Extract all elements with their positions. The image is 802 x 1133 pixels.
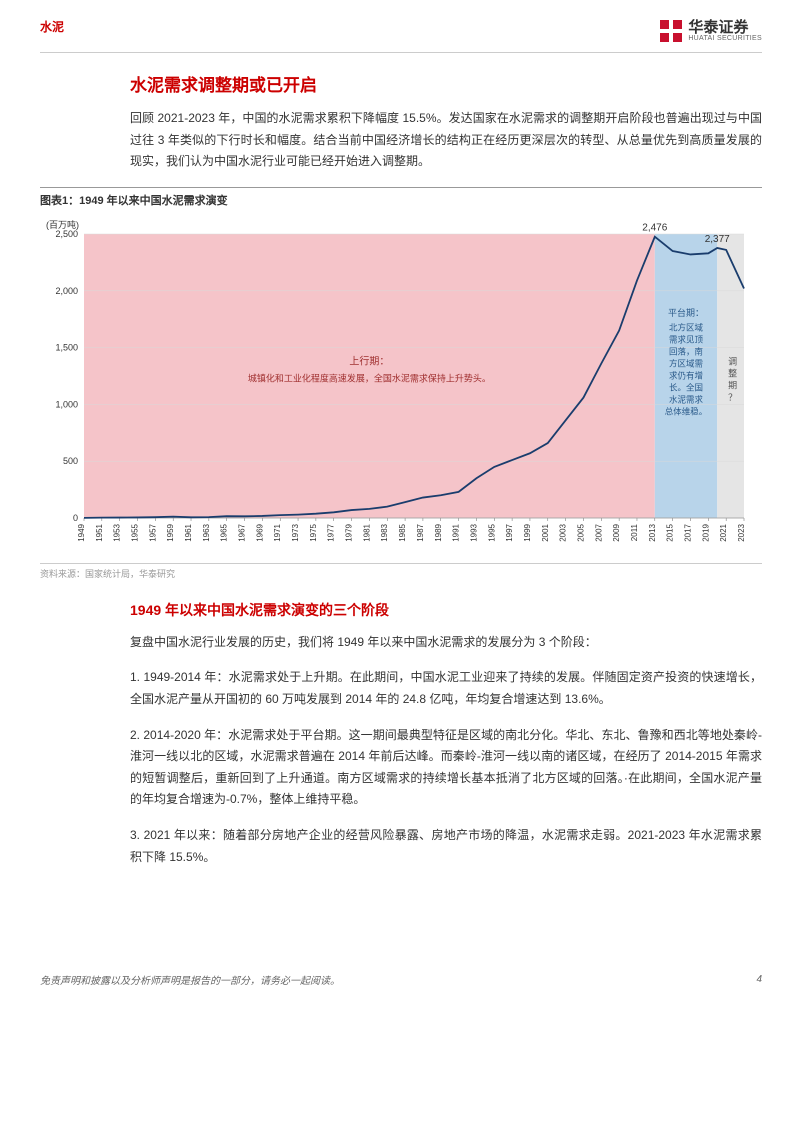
svg-text:求仍有增: 求仍有增 bbox=[669, 370, 703, 380]
svg-text:2,476: 2,476 bbox=[642, 223, 667, 234]
svg-text:2015: 2015 bbox=[666, 523, 675, 541]
svg-text:1997: 1997 bbox=[505, 523, 514, 541]
svg-text:2001: 2001 bbox=[541, 523, 550, 541]
svg-text:1955: 1955 bbox=[131, 523, 140, 541]
svg-text:总体维稳。: 总体维稳。 bbox=[665, 406, 708, 416]
svg-text:期: 期 bbox=[728, 380, 737, 390]
svg-text:1,000: 1,000 bbox=[55, 399, 78, 409]
svg-text:1987: 1987 bbox=[416, 523, 425, 541]
svg-text:1953: 1953 bbox=[113, 523, 122, 541]
svg-text:2,500: 2,500 bbox=[55, 229, 78, 239]
svg-text:1957: 1957 bbox=[148, 523, 157, 541]
svg-text:2019: 2019 bbox=[701, 523, 710, 541]
page-number: 4 bbox=[756, 974, 762, 985]
logo-text-cn: 华泰证券 bbox=[688, 20, 762, 35]
svg-text:1995: 1995 bbox=[487, 523, 496, 541]
svg-text:1967: 1967 bbox=[238, 523, 247, 541]
svg-text:1985: 1985 bbox=[398, 523, 407, 541]
section1-para: 回顾 2021-2023 年，中国的水泥需求累积下降幅度 15.5%。发达国家在… bbox=[130, 108, 762, 173]
figure-source: 资料来源：国家统计局，华泰研究 bbox=[40, 563, 762, 580]
svg-text:北方区域: 北方区域 bbox=[669, 322, 704, 332]
section1-title: 水泥需求调整期或已开启 bbox=[130, 71, 762, 96]
svg-text:2017: 2017 bbox=[683, 523, 692, 541]
svg-text:1973: 1973 bbox=[291, 523, 300, 541]
svg-text:1977: 1977 bbox=[327, 523, 336, 541]
svg-text:？: ？ bbox=[728, 392, 737, 402]
svg-text:水泥需求: 水泥需求 bbox=[669, 394, 704, 404]
logo-icon bbox=[658, 18, 684, 44]
svg-text:1981: 1981 bbox=[362, 523, 371, 541]
svg-text:2013: 2013 bbox=[648, 523, 657, 541]
figure-title: 图表1：1949 年以来中国水泥需求演变 bbox=[40, 187, 762, 208]
svg-text:1993: 1993 bbox=[469, 523, 478, 541]
svg-text:2023: 2023 bbox=[737, 523, 746, 541]
svg-text:1991: 1991 bbox=[452, 523, 461, 541]
svg-text:1,500: 1,500 bbox=[55, 342, 78, 352]
page-footer: 免责声明和披露以及分析师声明是报告的一部分，请务必一起阅读。 4 bbox=[0, 972, 802, 1007]
svg-text:1951: 1951 bbox=[95, 523, 104, 541]
section2-p1: 1. 1949-2014 年：水泥需求处于上升期。在此期间，中国水泥工业迎来了持… bbox=[130, 667, 762, 710]
svg-text:长。全国: 长。全国 bbox=[669, 382, 703, 392]
section2-title: 1949 年以来中国水泥需求演变的三个阶段 bbox=[130, 600, 762, 620]
svg-text:1971: 1971 bbox=[273, 523, 282, 541]
svg-text:1965: 1965 bbox=[220, 523, 229, 541]
svg-text:城镇化和工业化程度高速发展，全国水泥需求保持上升势头。: 城镇化和工业化程度高速发展，全国水泥需求保持上升势头。 bbox=[248, 372, 491, 383]
svg-text:2009: 2009 bbox=[612, 523, 621, 541]
svg-text:2,377: 2,377 bbox=[705, 234, 730, 245]
svg-text:回落，南: 回落，南 bbox=[669, 346, 703, 356]
svg-text:2,000: 2,000 bbox=[55, 286, 78, 296]
svg-text:1999: 1999 bbox=[523, 523, 532, 541]
svg-text:2011: 2011 bbox=[630, 523, 639, 541]
svg-text:2003: 2003 bbox=[559, 523, 568, 541]
svg-text:1963: 1963 bbox=[202, 523, 211, 541]
svg-text:0: 0 bbox=[73, 513, 78, 523]
svg-text:2007: 2007 bbox=[594, 523, 603, 541]
section2-intro: 复盘中国水泥行业发展的历史，我们将 1949 年以来中国水泥需求的发展分为 3 … bbox=[130, 632, 762, 654]
svg-text:1949: 1949 bbox=[77, 523, 86, 541]
logo-text-en: HUATAI SECURITIES bbox=[688, 35, 762, 42]
page-header: 水泥 华泰证券 HUATAI SECURITIES bbox=[40, 18, 762, 53]
svg-text:1961: 1961 bbox=[184, 523, 193, 541]
svg-text:调: 调 bbox=[728, 356, 737, 366]
disclaimer: 免责声明和披露以及分析师声明是报告的一部分，请务必一起阅读。 bbox=[40, 972, 340, 987]
svg-text:1975: 1975 bbox=[309, 523, 318, 541]
svg-text:2005: 2005 bbox=[576, 523, 585, 541]
svg-text:1989: 1989 bbox=[434, 523, 443, 541]
svg-text:1969: 1969 bbox=[255, 523, 264, 541]
svg-text:2021: 2021 bbox=[719, 523, 728, 541]
svg-text:1983: 1983 bbox=[380, 523, 389, 541]
company-logo: 华泰证券 HUATAI SECURITIES bbox=[658, 18, 762, 44]
svg-text:平台期：: 平台期： bbox=[668, 307, 704, 318]
svg-text:方区域需: 方区域需 bbox=[669, 358, 703, 368]
svg-text:需求见顶: 需求见顶 bbox=[669, 334, 704, 344]
svg-text:1979: 1979 bbox=[345, 523, 354, 541]
svg-text:500: 500 bbox=[63, 456, 78, 466]
section2-p2: 2. 2014-2020 年：水泥需求处于平台期。这一期间最典型特征是区域的南北… bbox=[130, 725, 762, 811]
demand-chart: 0 500 1,000 1,500 2,000 2,500(百万吨) 1949 1951 195… bbox=[40, 214, 762, 559]
svg-text:整: 整 bbox=[728, 367, 737, 378]
category-label: 水泥 bbox=[40, 18, 64, 35]
svg-text:1959: 1959 bbox=[166, 523, 175, 541]
svg-text:(百万吨): (百万吨) bbox=[46, 219, 79, 230]
section2-p3: 3. 2021 年以来：随着部分房地产企业的经营风险暴露、房地产市场的降温，水泥… bbox=[130, 825, 762, 868]
svg-text:上行期：: 上行期： bbox=[349, 354, 389, 367]
